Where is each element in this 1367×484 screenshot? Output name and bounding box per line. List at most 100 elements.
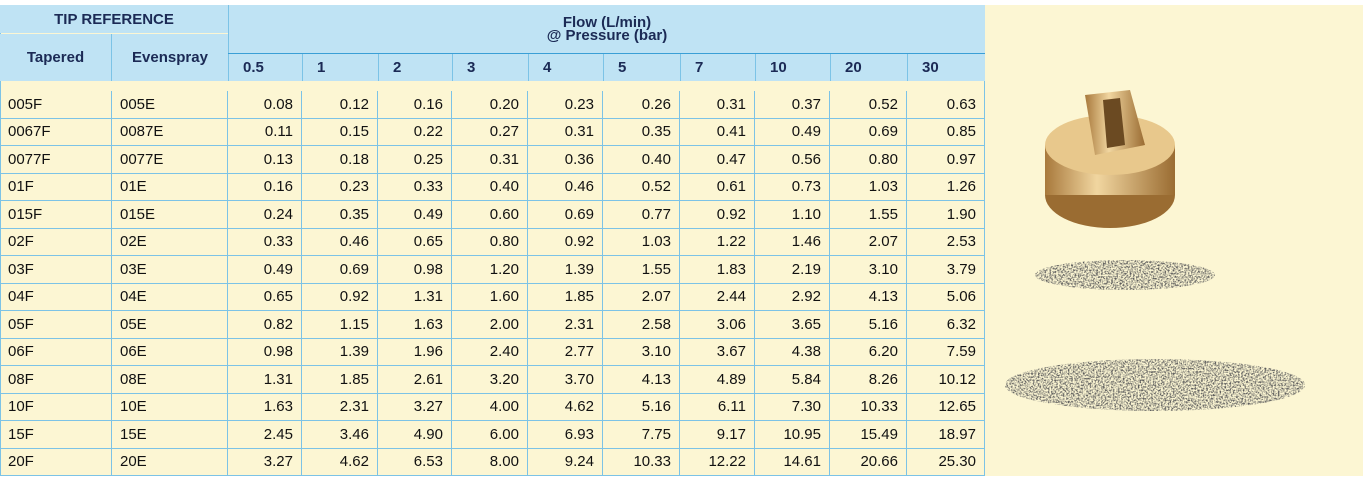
flow-value: 2.44 — [680, 284, 755, 312]
flow-value: 0.33 — [378, 174, 452, 202]
flow-value: 0.80 — [452, 229, 528, 257]
flow-value: 6.53 — [378, 449, 452, 477]
flow-value: 1.03 — [603, 229, 680, 257]
flow-value: 0.65 — [378, 229, 452, 257]
tapered-tip: 04F — [0, 284, 112, 312]
flow-value: 1.63 — [378, 311, 452, 339]
flow-value: 3.10 — [603, 339, 680, 367]
flow-value: 0.40 — [452, 174, 528, 202]
pressure-header: 10 — [755, 54, 830, 81]
flow-value: 0.92 — [528, 229, 603, 257]
flow-value: 0.80 — [830, 146, 907, 174]
flow-value: 0.92 — [680, 201, 755, 229]
flow-value: 4.13 — [830, 284, 907, 312]
pressure-header: 7 — [680, 54, 755, 81]
flow-value: 0.31 — [680, 91, 755, 119]
flow-value: 20.66 — [830, 449, 907, 477]
flow-value: 18.97 — [907, 421, 985, 449]
evenspray-tip: 0087E — [112, 119, 228, 147]
flow-value: 1.55 — [603, 256, 680, 284]
flow-value: 0.49 — [378, 201, 452, 229]
flow-value: 6.93 — [528, 421, 603, 449]
flow-value: 4.90 — [378, 421, 452, 449]
flow-value: 0.26 — [603, 91, 680, 119]
flow-value: 10.95 — [755, 421, 830, 449]
flow-value: 1.60 — [452, 284, 528, 312]
flow-value: 25.30 — [907, 449, 985, 477]
flow-value: 9.24 — [528, 449, 603, 477]
tapered-tip: 03F — [0, 256, 112, 284]
flow-value: 5.84 — [755, 366, 830, 394]
flow-value: 0.16 — [228, 174, 302, 202]
flow-value: 0.23 — [528, 91, 603, 119]
flow-value: 7.75 — [603, 421, 680, 449]
flow-value: 1.15 — [302, 311, 378, 339]
flow-value: 2.31 — [302, 394, 378, 422]
tapered-tip: 0067F — [0, 119, 112, 147]
tapered-tip: 20F — [0, 449, 112, 477]
flow-value: 0.25 — [378, 146, 452, 174]
flow-value: 0.31 — [452, 146, 528, 174]
flow-value: 1.63 — [228, 394, 302, 422]
flow-value: 2.77 — [528, 339, 603, 367]
flow-value: 5.06 — [907, 284, 985, 312]
flow-value: 4.13 — [603, 366, 680, 394]
flow-value: 0.77 — [603, 201, 680, 229]
flow-value: 0.35 — [603, 119, 680, 147]
flow-value: 2.45 — [228, 421, 302, 449]
flow-value: 7.59 — [907, 339, 985, 367]
flow-header: Flow (L/min) @ Pressure (bar) — [228, 5, 985, 53]
flow-value: 0.33 — [228, 229, 302, 257]
flow-value: 1.10 — [755, 201, 830, 229]
pressure-header: 2 — [378, 54, 452, 81]
flow-value: 10.33 — [603, 449, 680, 477]
flow-value: 0.37 — [755, 91, 830, 119]
evenspray-tip: 08E — [112, 366, 228, 394]
tip-reference-header: TIP REFERENCE — [0, 5, 228, 33]
flow-value: 2.07 — [603, 284, 680, 312]
tapered-tip: 15F — [0, 421, 112, 449]
flow-value: 0.13 — [228, 146, 302, 174]
flow-value: 0.24 — [228, 201, 302, 229]
image-panel — [985, 5, 1363, 476]
flow-value: 4.89 — [680, 366, 755, 394]
flow-value: 0.20 — [452, 91, 528, 119]
flow-value: 3.65 — [755, 311, 830, 339]
pressure-header: 30 — [907, 54, 985, 81]
evenspray-tip: 05E — [112, 311, 228, 339]
flow-value: 1.26 — [907, 174, 985, 202]
flow-value: 1.90 — [907, 201, 985, 229]
flow-value: 0.69 — [302, 256, 378, 284]
flow-value: 6.32 — [907, 311, 985, 339]
flow-value: 0.52 — [830, 91, 907, 119]
flow-value: 2.61 — [378, 366, 452, 394]
nozzle-illustration — [985, 5, 1363, 476]
flow-value: 0.11 — [228, 119, 302, 147]
flow-value: 0.41 — [680, 119, 755, 147]
flow-value: 12.22 — [680, 449, 755, 477]
flow-value: 0.69 — [528, 201, 603, 229]
tapered-header: Tapered — [0, 34, 112, 81]
flow-value: 4.00 — [452, 394, 528, 422]
flow-subtitle: @ Pressure (bar) — [547, 29, 668, 42]
flow-value: 0.08 — [228, 91, 302, 119]
tapered-tip: 08F — [0, 366, 112, 394]
flow-value: 5.16 — [603, 394, 680, 422]
evenspray-header: Evenspray — [112, 34, 228, 81]
flow-value: 2.58 — [603, 311, 680, 339]
flow-value: 3.06 — [680, 311, 755, 339]
flow-value: 0.23 — [302, 174, 378, 202]
evenspray-tip: 15E — [112, 421, 228, 449]
flow-value: 8.00 — [452, 449, 528, 477]
flow-value: 2.19 — [755, 256, 830, 284]
flow-value: 0.52 — [603, 174, 680, 202]
flow-value: 10.12 — [907, 366, 985, 394]
flow-value: 3.10 — [830, 256, 907, 284]
flow-value: 0.12 — [302, 91, 378, 119]
flow-value: 0.73 — [755, 174, 830, 202]
flow-value: 0.16 — [378, 91, 452, 119]
flow-value: 1.46 — [755, 229, 830, 257]
evenspray-tip: 005E — [112, 91, 228, 119]
flow-value: 0.36 — [528, 146, 603, 174]
flow-value: 0.65 — [228, 284, 302, 312]
